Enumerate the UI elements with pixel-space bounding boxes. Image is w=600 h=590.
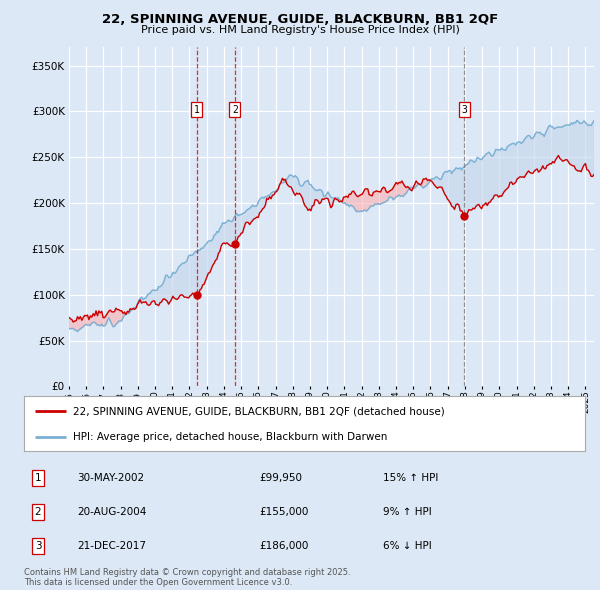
Text: 30-MAY-2002: 30-MAY-2002	[77, 473, 145, 483]
Text: 1: 1	[35, 473, 41, 483]
Text: Price paid vs. HM Land Registry's House Price Index (HPI): Price paid vs. HM Land Registry's House …	[140, 25, 460, 35]
Text: HPI: Average price, detached house, Blackburn with Darwen: HPI: Average price, detached house, Blac…	[73, 431, 388, 441]
Text: 22, SPINNING AVENUE, GUIDE, BLACKBURN, BB1 2QF (detached house): 22, SPINNING AVENUE, GUIDE, BLACKBURN, B…	[73, 407, 445, 417]
Text: 21-DEC-2017: 21-DEC-2017	[77, 541, 146, 551]
Text: 2: 2	[232, 104, 238, 114]
Text: £99,950: £99,950	[260, 473, 302, 483]
Text: £155,000: £155,000	[260, 507, 309, 517]
Text: Contains HM Land Registry data © Crown copyright and database right 2025.
This d: Contains HM Land Registry data © Crown c…	[24, 568, 350, 587]
Text: 20-AUG-2004: 20-AUG-2004	[77, 507, 146, 517]
Text: 6% ↓ HPI: 6% ↓ HPI	[383, 541, 432, 551]
Text: 3: 3	[35, 541, 41, 551]
Text: 2: 2	[35, 507, 41, 517]
Text: 15% ↑ HPI: 15% ↑ HPI	[383, 473, 439, 483]
Text: 22, SPINNING AVENUE, GUIDE, BLACKBURN, BB1 2QF: 22, SPINNING AVENUE, GUIDE, BLACKBURN, B…	[102, 13, 498, 26]
Text: 1: 1	[194, 104, 199, 114]
Text: £186,000: £186,000	[260, 541, 309, 551]
Text: 9% ↑ HPI: 9% ↑ HPI	[383, 507, 432, 517]
Text: 3: 3	[461, 104, 467, 114]
